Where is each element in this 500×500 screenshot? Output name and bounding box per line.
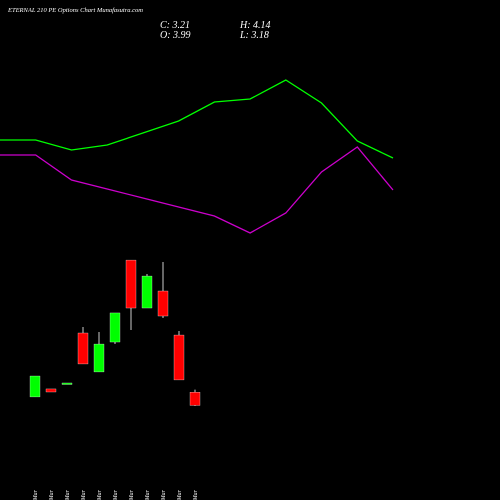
candle-body (141, 275, 153, 309)
x-tick-label: 04 Mar (32, 489, 39, 500)
indicator-line (0, 146, 394, 234)
candle-body (45, 388, 57, 393)
x-tick-label: 10 Mar (97, 489, 103, 500)
candle-body (125, 259, 137, 309)
x-tick-label: 09 Mar (81, 489, 87, 500)
high-text: H: 4.14 (239, 20, 271, 31)
x-tick-label: 18 Mar (193, 489, 199, 500)
candle-body (109, 312, 121, 343)
low-text: L: 3.18 (239, 30, 269, 41)
chart-title: ETERNAL 210 PE Options Chart Munafasutra… (7, 7, 143, 14)
candle-body (77, 332, 89, 365)
x-tick-label: 05 Mar (49, 489, 55, 500)
x-tick-label: 11 Mar (113, 489, 119, 500)
x-tick-label: 16 Mar (161, 489, 167, 500)
x-tick-label: 12 Mar (129, 489, 135, 500)
x-tick-label: 13 Mar (145, 489, 151, 500)
x-tick-label: 17 Mar (177, 489, 183, 500)
candle-body (173, 334, 185, 381)
candle-body (157, 290, 169, 317)
candle-body (29, 375, 41, 398)
x-tick-label: 06 Mar (65, 489, 71, 500)
open-text: O: 3.99 (160, 30, 191, 41)
candle-body (93, 343, 105, 373)
candle-body (61, 382, 73, 385)
indicator-line (0, 79, 394, 159)
close-text: C: 3.21 (160, 20, 190, 31)
candle-body (189, 392, 201, 406)
